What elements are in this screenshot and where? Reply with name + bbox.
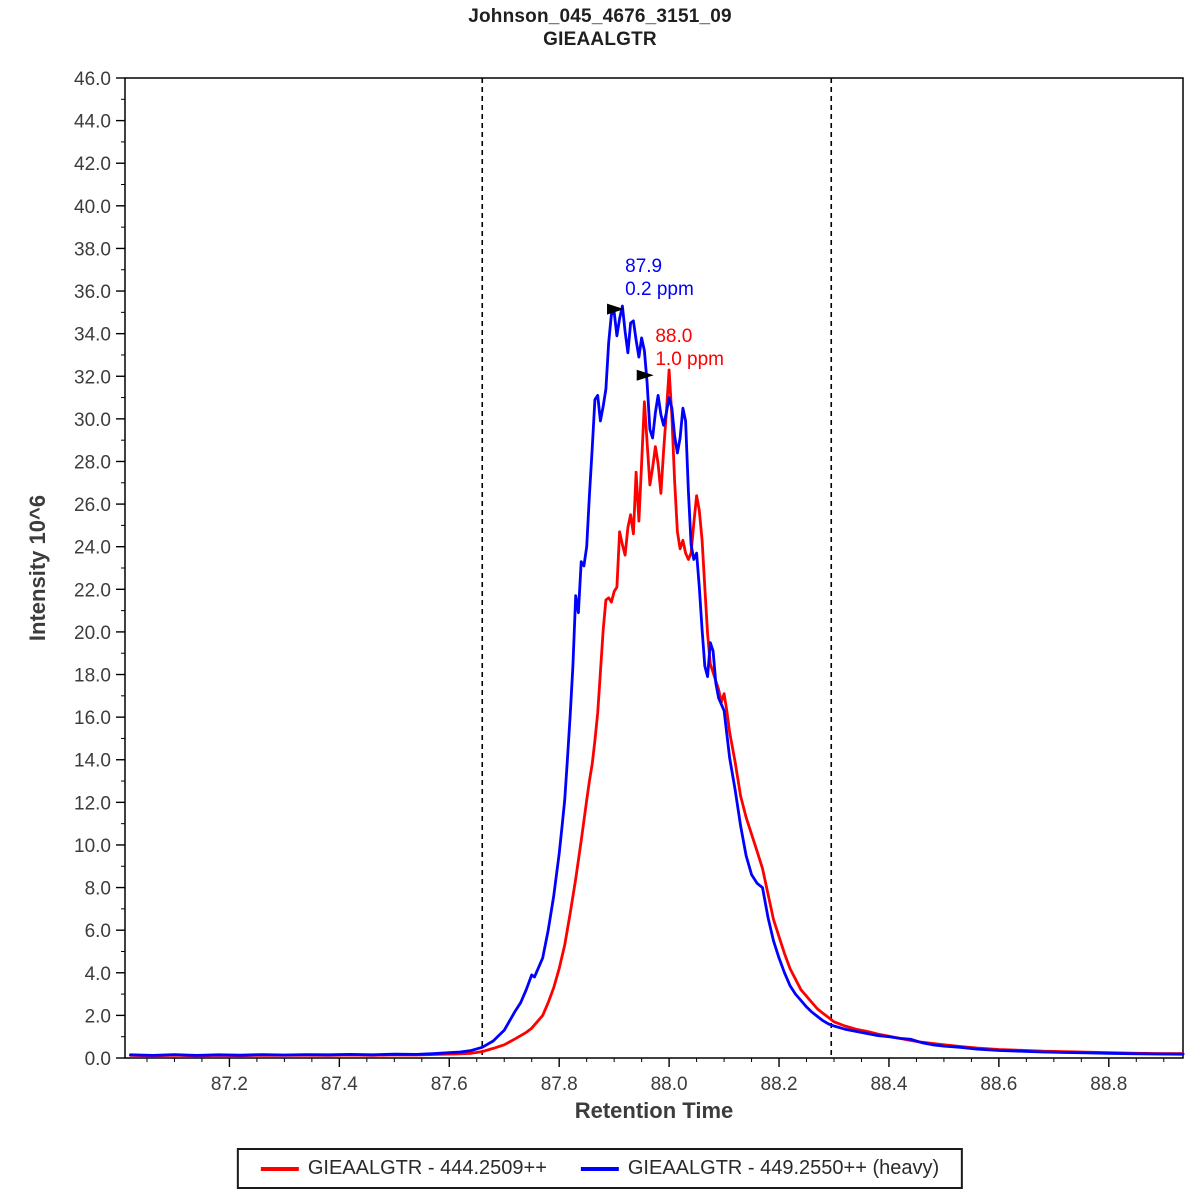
legend-swatch-light bbox=[260, 1166, 299, 1171]
y-tick-label: 6.0 bbox=[85, 921, 111, 942]
x-tick-label: 87.2 bbox=[211, 1074, 248, 1095]
annotation-arrow-1 bbox=[636, 369, 654, 381]
x-tick-label: 87.4 bbox=[321, 1074, 358, 1095]
y-tick-label: 32.0 bbox=[74, 367, 111, 388]
y-tick-label: 46.0 bbox=[74, 69, 111, 90]
chart-title-line1: Johnson_045_4676_3151_09 bbox=[468, 6, 732, 27]
legend-box: GIEAALGTR - 444.2509++ GIEAALGTR - 449.2… bbox=[236, 1148, 964, 1189]
x-tick-label: 87.6 bbox=[431, 1074, 468, 1095]
x-tick-label: 88.6 bbox=[980, 1074, 1017, 1095]
y-tick-label: 36.0 bbox=[74, 282, 111, 303]
y-tick-label: 26.0 bbox=[74, 495, 111, 516]
annotation-arrow-0 bbox=[607, 303, 625, 315]
y-tick-label: 24.0 bbox=[74, 538, 111, 559]
legend-label-heavy: GIEAALGTR - 449.2550++ (heavy) bbox=[627, 1157, 940, 1179]
chart-title: Johnson_045_4676_3151_09 GIEAALGTR bbox=[0, 5, 1200, 51]
y-tick-label: 44.0 bbox=[74, 112, 111, 133]
y-tick-label: 8.0 bbox=[85, 879, 111, 900]
y-tick-label: 22.0 bbox=[74, 580, 111, 601]
x-tick-label: 88.4 bbox=[870, 1074, 907, 1095]
legend-swatch-heavy bbox=[580, 1166, 619, 1171]
x-tick-label: 88.0 bbox=[651, 1074, 688, 1095]
plot-border bbox=[124, 77, 1184, 1059]
y-tick-label: 40.0 bbox=[74, 197, 111, 218]
x-tick-label: 88.2 bbox=[761, 1074, 798, 1095]
y-axis-title: Intensity 10^6 bbox=[25, 494, 50, 642]
y-tick-label: 14.0 bbox=[74, 751, 111, 772]
y-tick-label: 12.0 bbox=[74, 793, 111, 814]
y-tick-label: 30.0 bbox=[74, 410, 111, 431]
annotation-label-1: 88.0 1.0 ppm bbox=[655, 326, 724, 370]
y-tick-label: 4.0 bbox=[85, 964, 111, 985]
annotation-label-0: 87.9 0.2 ppm bbox=[625, 256, 694, 300]
legend-item-heavy: GIEAALGTR - 449.2550++ (heavy) bbox=[580, 1157, 940, 1180]
y-tick-label: 18.0 bbox=[74, 666, 111, 687]
y-tick-label: 28.0 bbox=[74, 452, 111, 473]
y-tick-label: 20.0 bbox=[74, 623, 111, 644]
series-line-1 bbox=[129, 304, 1185, 1057]
y-tick-label: 10.0 bbox=[74, 836, 111, 857]
chart-title-line2: GIEAALGTR bbox=[543, 29, 657, 50]
y-tick-label: 34.0 bbox=[74, 325, 111, 346]
legend-item-light: GIEAALGTR - 444.2509++ bbox=[260, 1157, 547, 1180]
y-tick-label: 2.0 bbox=[85, 1006, 111, 1027]
y-tick-label: 0.0 bbox=[85, 1049, 111, 1070]
y-tick-label: 38.0 bbox=[74, 239, 111, 260]
series-line-0 bbox=[129, 368, 1185, 1058]
x-tick-label: 87.8 bbox=[541, 1074, 578, 1095]
x-axis-title: Retention Time bbox=[574, 1098, 734, 1123]
y-tick-label: 42.0 bbox=[74, 154, 111, 175]
x-tick-label: 88.8 bbox=[1090, 1074, 1127, 1095]
legend-label-light: GIEAALGTR - 444.2509++ bbox=[307, 1157, 547, 1179]
y-tick-label: 16.0 bbox=[74, 708, 111, 729]
